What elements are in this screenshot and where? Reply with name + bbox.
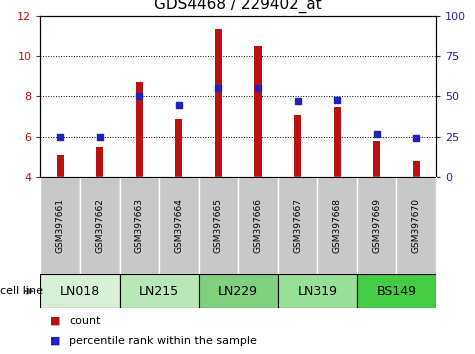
Text: GSM397667: GSM397667 xyxy=(293,198,302,253)
Bar xyxy=(40,177,80,274)
Bar xyxy=(120,177,159,274)
Text: BS149: BS149 xyxy=(377,285,417,298)
Text: LN319: LN319 xyxy=(297,285,337,298)
Text: GSM397662: GSM397662 xyxy=(95,198,104,253)
Bar xyxy=(413,161,420,177)
Point xyxy=(254,86,262,91)
Text: GSM397668: GSM397668 xyxy=(332,198,342,253)
Bar xyxy=(357,177,397,274)
Text: cell line: cell line xyxy=(0,286,43,296)
Point xyxy=(294,98,301,104)
Point xyxy=(135,93,143,99)
Text: percentile rank within the sample: percentile rank within the sample xyxy=(69,336,257,346)
Bar xyxy=(199,274,278,308)
Point xyxy=(96,134,104,139)
Text: GSM397670: GSM397670 xyxy=(412,198,421,253)
Text: GSM397665: GSM397665 xyxy=(214,198,223,253)
Text: GSM397666: GSM397666 xyxy=(254,198,263,253)
Text: LN018: LN018 xyxy=(60,285,100,298)
Text: ■: ■ xyxy=(50,336,60,346)
Bar xyxy=(294,115,301,177)
Bar xyxy=(255,46,262,177)
Text: GSM397661: GSM397661 xyxy=(56,198,65,253)
Text: LN229: LN229 xyxy=(218,285,258,298)
Point xyxy=(412,136,420,141)
Bar xyxy=(57,155,64,177)
Bar xyxy=(317,177,357,274)
Bar xyxy=(159,177,199,274)
Point xyxy=(57,134,64,139)
Bar xyxy=(96,147,103,177)
Bar xyxy=(215,29,222,177)
Bar xyxy=(175,119,182,177)
Text: count: count xyxy=(69,316,100,326)
Text: LN215: LN215 xyxy=(139,285,179,298)
Text: ■: ■ xyxy=(50,316,60,326)
Text: GSM397664: GSM397664 xyxy=(174,198,183,253)
Bar xyxy=(397,177,436,274)
Bar xyxy=(278,177,317,274)
Bar xyxy=(40,274,120,308)
Bar xyxy=(120,274,199,308)
Bar xyxy=(136,82,143,177)
Title: GDS4468 / 229402_at: GDS4468 / 229402_at xyxy=(154,0,322,13)
Point xyxy=(373,131,380,136)
Point xyxy=(333,97,341,103)
Bar xyxy=(199,177,238,274)
Text: GSM397669: GSM397669 xyxy=(372,198,381,253)
Bar xyxy=(373,141,380,177)
Bar xyxy=(333,107,341,177)
Bar xyxy=(357,274,436,308)
Text: GSM397663: GSM397663 xyxy=(135,198,144,253)
Point xyxy=(175,102,183,107)
Bar xyxy=(80,177,120,274)
Bar xyxy=(238,177,278,274)
Bar xyxy=(278,274,357,308)
Point xyxy=(215,86,222,91)
